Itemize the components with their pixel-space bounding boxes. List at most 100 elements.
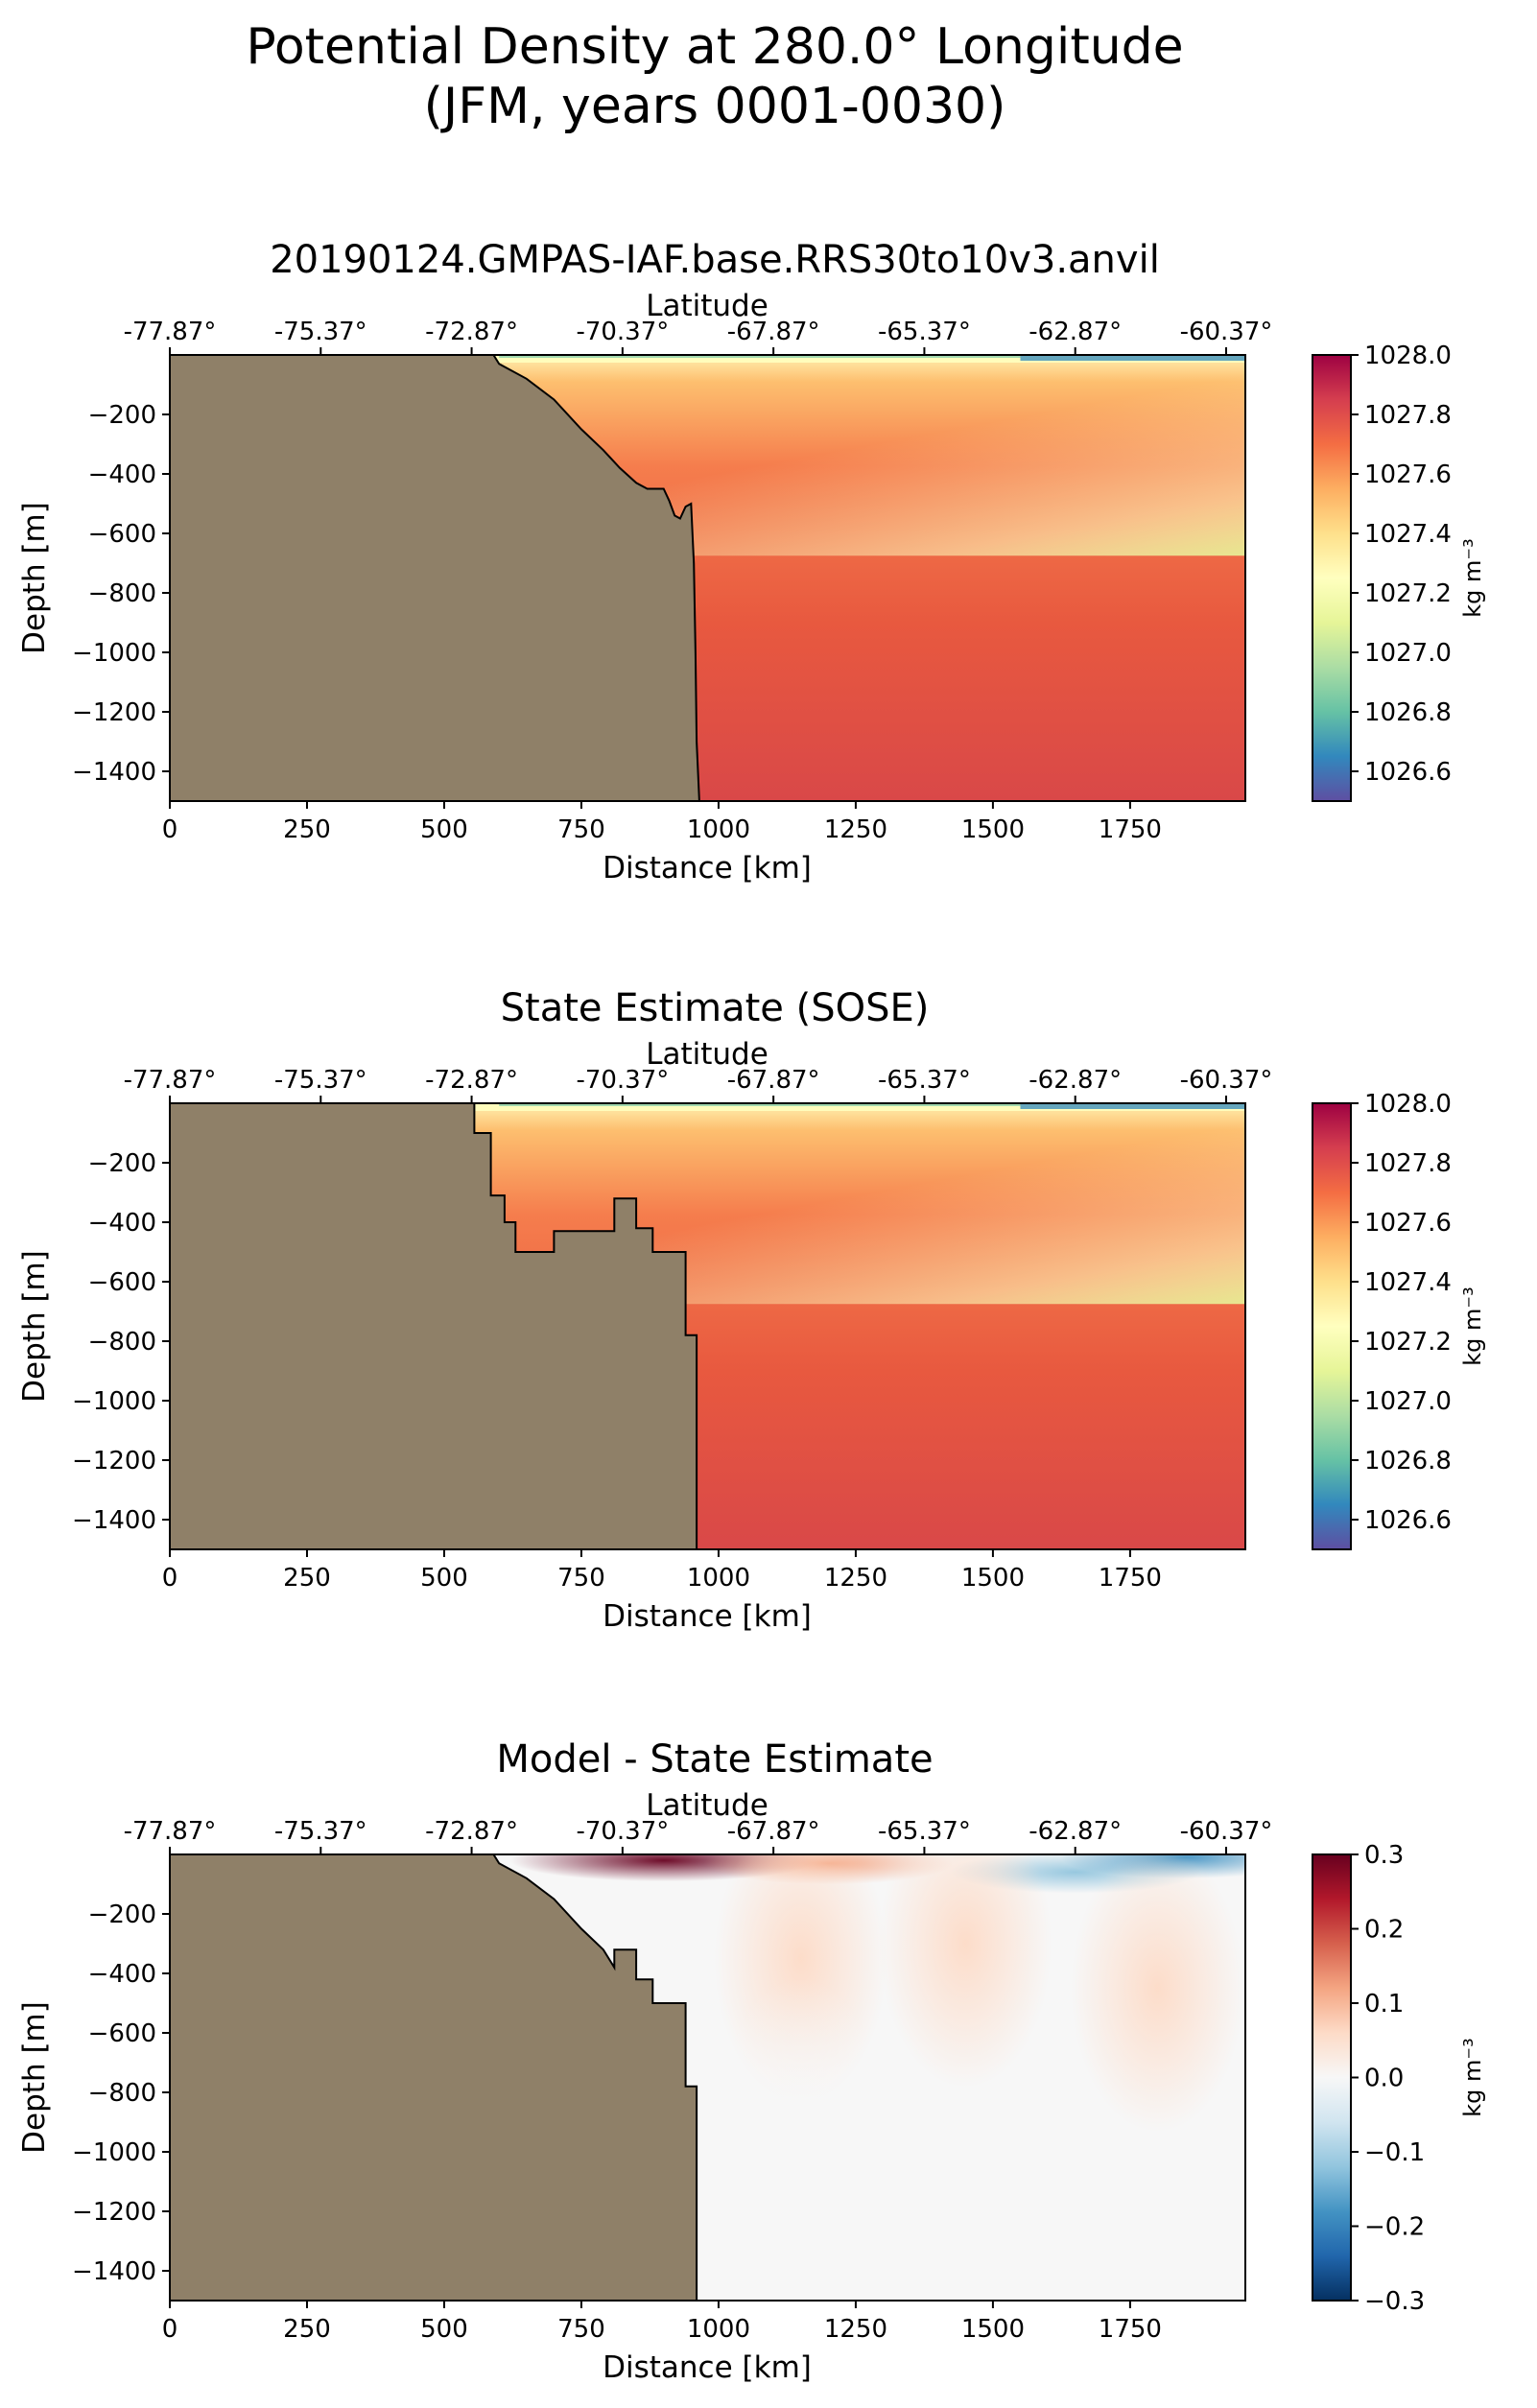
colorbar-tick-label: 0.3 xyxy=(1364,1841,1404,1870)
colorbar-label: kg m⁻³ xyxy=(1459,538,1486,617)
y-tick-label: −200 xyxy=(88,401,156,430)
lat-tick-label: -70.37° xyxy=(576,1817,669,1846)
surface-fresh-layer xyxy=(1020,1103,1245,1109)
field-layer xyxy=(170,355,1245,801)
x-tick-label: 1750 xyxy=(1099,2315,1162,2344)
y-tick-label: −1200 xyxy=(72,698,156,727)
x-tick-label: 1500 xyxy=(961,2315,1025,2344)
y-tick-label: −600 xyxy=(88,2019,156,2048)
surface-light-band xyxy=(170,1103,1245,1111)
figure-title-line2: (JFM, years 0001-0030) xyxy=(424,78,1006,135)
lat-tick-label: -65.37° xyxy=(878,1066,971,1095)
colorbar-tick-label: 1027.6 xyxy=(1364,1209,1452,1238)
lat-tick-label: -60.37° xyxy=(1180,318,1273,346)
colorbar-tick-label: 1027.2 xyxy=(1364,579,1452,608)
field-layer xyxy=(170,1103,1245,1549)
lat-tick-label: -77.87° xyxy=(124,318,217,346)
colorbar-tick-label: 1027.8 xyxy=(1364,401,1452,430)
lat-tick-label: -72.87° xyxy=(425,1817,518,1846)
y-tick-label: −800 xyxy=(88,1328,156,1357)
colorbar-tick-label: 1028.0 xyxy=(1364,342,1452,370)
lat-tick-label: -62.87° xyxy=(1029,318,1122,346)
y-tick-label: −1000 xyxy=(72,639,156,668)
colorbar xyxy=(1312,1853,1352,2302)
surface-light-band xyxy=(170,355,1245,363)
lat-tick-label: -72.87° xyxy=(425,1066,518,1095)
y-axis-label: Depth [m] xyxy=(17,502,52,654)
y-tick-label: −1200 xyxy=(72,2198,156,2227)
panel-title: 20190124.GMPAS-IAF.base.RRS30to10v3.anvi… xyxy=(270,238,1160,282)
y-tick-label: −400 xyxy=(88,1960,156,1989)
anomaly-blob xyxy=(879,1854,1052,2088)
colorbar xyxy=(1312,1102,1352,1550)
lat-tick-label: -67.87° xyxy=(727,1817,820,1846)
colorbar-tick-label: −0.3 xyxy=(1364,2287,1425,2316)
y-tick-label: −200 xyxy=(88,1149,156,1178)
lat-tick-label: -75.37° xyxy=(274,1817,367,1846)
y-tick-label: −800 xyxy=(88,579,156,608)
latitude-axis-label: Latitude xyxy=(646,1037,768,1072)
lat-tick-label: -67.87° xyxy=(727,318,820,346)
x-tick-label: 0 xyxy=(162,1564,178,1593)
panel-1: 20190124.GMPAS-IAF.base.RRS30to10v3.anvi… xyxy=(17,238,1486,885)
surface-thin-layer xyxy=(499,1103,1021,1106)
x-tick-label: 750 xyxy=(557,2315,605,2344)
lat-tick-label: -72.87° xyxy=(425,318,518,346)
x-tick-label: 1000 xyxy=(687,815,750,844)
anomaly-blob xyxy=(714,1978,887,2266)
lat-tick-label: -67.87° xyxy=(727,1066,820,1095)
colorbar-tick-label: 1027.4 xyxy=(1364,520,1452,549)
lat-tick-label: -60.37° xyxy=(1180,1817,1273,1846)
land-mask xyxy=(170,1854,698,2301)
axes-frame xyxy=(169,1853,1246,2302)
colorbar-tick-label: 1026.6 xyxy=(1364,1506,1452,1535)
axes-frame xyxy=(169,354,1246,802)
latitude-axis-label: Latitude xyxy=(646,289,768,323)
y-tick-label: −400 xyxy=(88,1209,156,1238)
y-axis-label: Depth [m] xyxy=(17,2001,52,2154)
lat-tick-label: -65.37° xyxy=(878,318,971,346)
y-tick-label: −1400 xyxy=(72,2257,156,2286)
y-tick-label: −800 xyxy=(88,2079,156,2108)
colorbar-tick-label: 0.2 xyxy=(1364,1916,1404,1945)
y-tick-label: −1200 xyxy=(72,1447,156,1475)
lat-tick-label: -70.37° xyxy=(576,1066,669,1095)
x-tick-label: 250 xyxy=(283,2315,331,2344)
x-tick-label: 1500 xyxy=(961,815,1025,844)
x-tick-label: 500 xyxy=(420,1564,468,1593)
lat-tick-label: -60.37° xyxy=(1180,1066,1273,1095)
x-tick-label: 750 xyxy=(557,1564,605,1593)
colorbar-tick-label: 1027.8 xyxy=(1364,1149,1452,1178)
colorbar-tick-label: 0.0 xyxy=(1364,2065,1404,2093)
colorbar-tick-label: 1027.6 xyxy=(1364,460,1452,489)
colorbar-tick-label: 1027.4 xyxy=(1364,1268,1452,1297)
x-tick-label: 500 xyxy=(420,2315,468,2344)
anomaly-blob xyxy=(1071,1854,1244,2133)
x-tick-label: 250 xyxy=(283,1564,331,1593)
x-axis-label: Distance [km] xyxy=(603,1599,812,1634)
colorbar-tick-label: 0.1 xyxy=(1364,1990,1404,2018)
colorbar-tick-label: 1028.0 xyxy=(1364,1090,1452,1119)
panels: 20190124.GMPAS-IAF.base.RRS30to10v3.anvi… xyxy=(17,238,1486,2385)
y-tick-label: −1000 xyxy=(72,2138,156,2167)
colorbar-tick-label: 1026.8 xyxy=(1364,698,1452,727)
y-tick-label: −1400 xyxy=(72,1506,156,1535)
surface-fresh-layer xyxy=(1020,355,1245,361)
lat-tick-label: -77.87° xyxy=(124,1066,217,1095)
lat-tick-label: -70.37° xyxy=(576,318,669,346)
x-tick-label: 1000 xyxy=(687,2315,750,2344)
lat-tick-label: -75.37° xyxy=(274,318,367,346)
x-axis-label: Distance [km] xyxy=(603,2350,812,2385)
land-mask xyxy=(170,355,700,801)
colorbar-tick-label: −0.1 xyxy=(1364,2138,1425,2167)
y-tick-label: −200 xyxy=(88,1900,156,1929)
axes-frame xyxy=(169,1102,1246,1550)
lat-tick-label: -77.87° xyxy=(124,1817,217,1846)
x-tick-label: 1250 xyxy=(824,815,887,844)
colorbar-tick-label: −0.2 xyxy=(1364,2213,1425,2242)
surface-thin-layer xyxy=(499,355,1021,358)
colorbar-tick-label: 1027.0 xyxy=(1364,1387,1452,1416)
y-tick-label: −400 xyxy=(88,460,156,489)
land-mask xyxy=(170,1103,698,1549)
